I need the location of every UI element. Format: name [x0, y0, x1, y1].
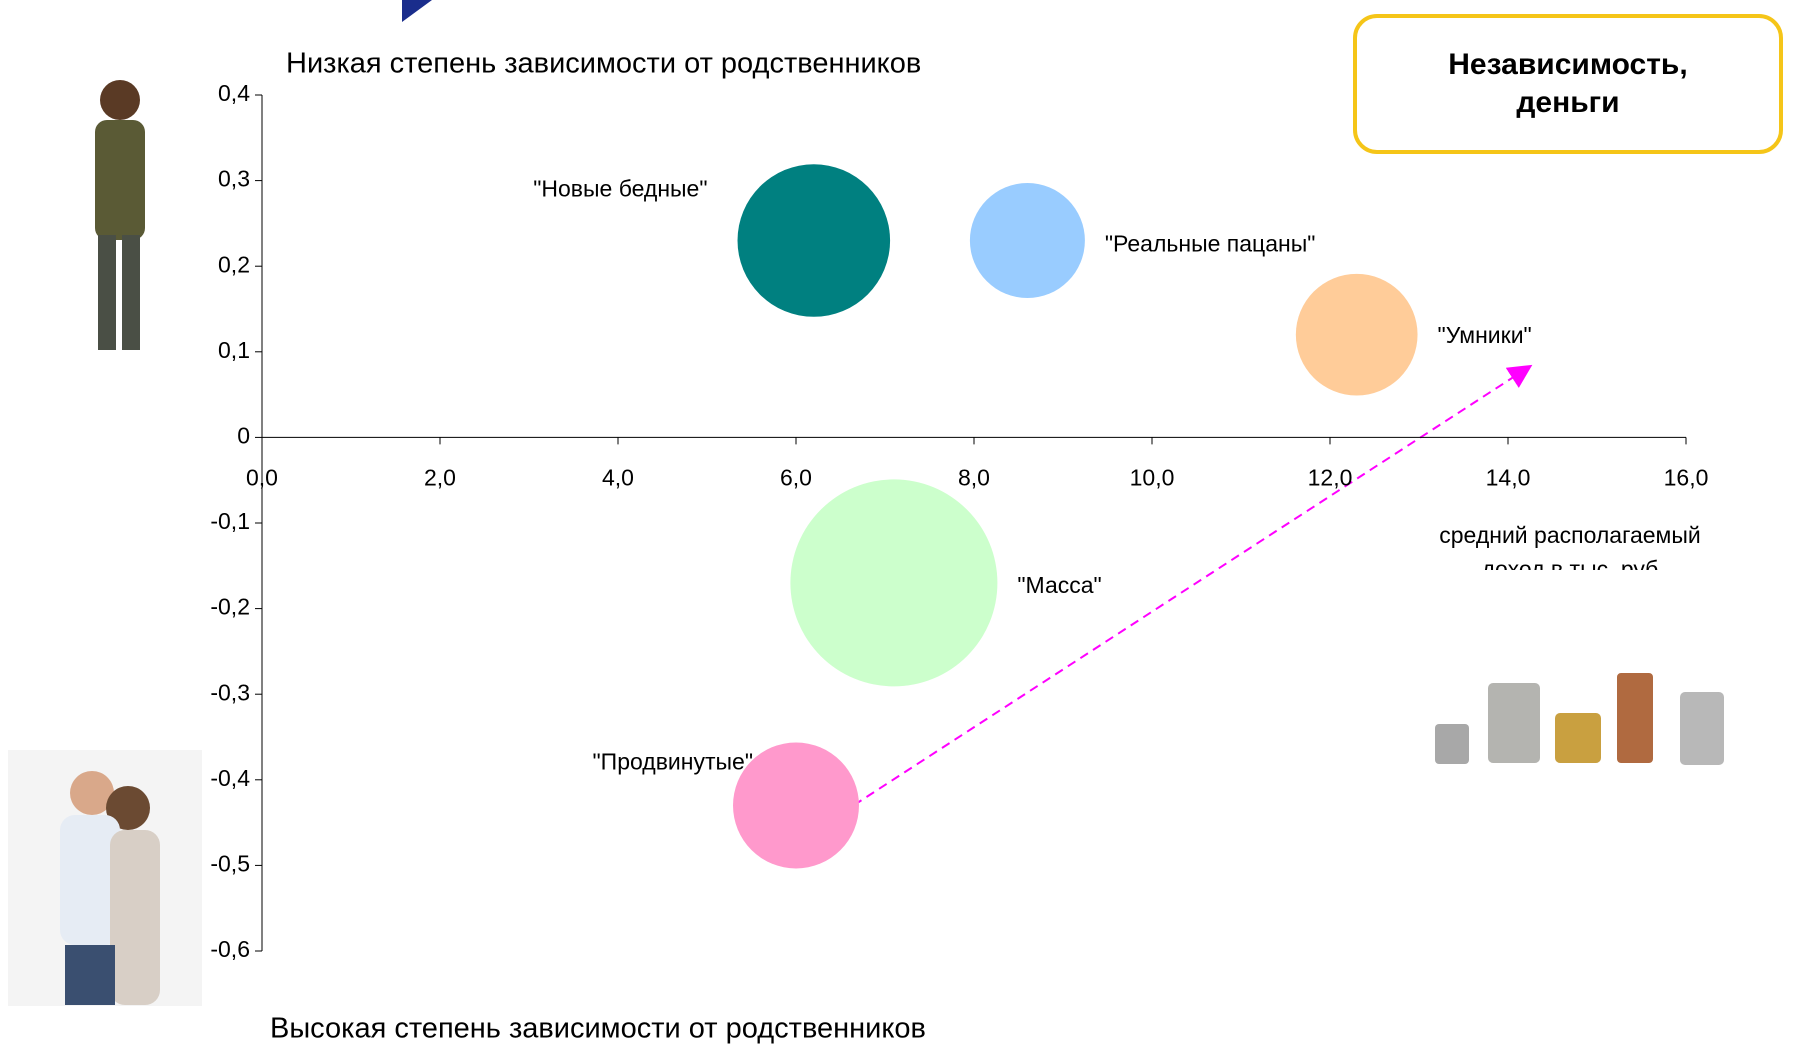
bubble-label: "Реальные пацаны" — [1105, 231, 1316, 257]
decor — [402, 0, 432, 22]
x-tick-label: 4,0 — [602, 464, 634, 490]
x-tick-label: 16,0 — [1664, 464, 1709, 490]
bubble-label: "Масса" — [1017, 572, 1101, 598]
y-tick-label: 0 — [237, 422, 250, 448]
x-tick-label: 0,0 — [246, 464, 278, 490]
bubble — [790, 479, 997, 686]
person-photo — [95, 80, 145, 350]
page: Низкая степень зависимости от родственни… — [0, 0, 1798, 1049]
x-tick-label: 14,0 — [1486, 464, 1531, 490]
x-tick-label: 12,0 — [1308, 464, 1353, 490]
y-tick-label: 0,1 — [218, 337, 250, 363]
bubble — [1296, 274, 1418, 396]
y-tick-label: -0,3 — [210, 679, 250, 705]
bubble-label: "Умники" — [1438, 322, 1532, 348]
x-tick-label: 10,0 — [1130, 464, 1175, 490]
x-tick-label: 6,0 — [780, 464, 812, 490]
x-axis-title: средний располагаемый доход в тыс. руб — [1420, 518, 1720, 570]
coins-photo — [1435, 673, 1724, 765]
callout-box: Независимость, деньги — [1353, 14, 1783, 154]
bottom-label: Высокая степень зависимости от родственн… — [270, 1013, 926, 1045]
y-tick-label: -0,1 — [210, 508, 250, 534]
x-tick-label: 8,0 — [958, 464, 990, 490]
y-tick-label: -0,2 — [210, 594, 250, 620]
y-tick-label: -0,5 — [210, 850, 250, 876]
couple-photo — [8, 750, 202, 1006]
y-tick-label: 0,3 — [218, 166, 250, 192]
y-tick-label: -0,4 — [210, 765, 250, 791]
top-label: Низкая степень зависимости от родственни… — [286, 48, 921, 80]
x-tick-label: 2,0 — [424, 464, 456, 490]
bubble — [970, 183, 1085, 298]
y-tick-label: -0,6 — [210, 936, 250, 962]
bubble — [738, 164, 891, 317]
callout-text: Независимость, деньги — [1417, 46, 1719, 122]
bubble-label: "Новые бедные" — [533, 176, 707, 202]
y-tick-label: 0,4 — [218, 80, 250, 106]
bubble-label: "Продвинутые" — [593, 749, 753, 775]
y-tick-label: 0,2 — [218, 251, 250, 277]
